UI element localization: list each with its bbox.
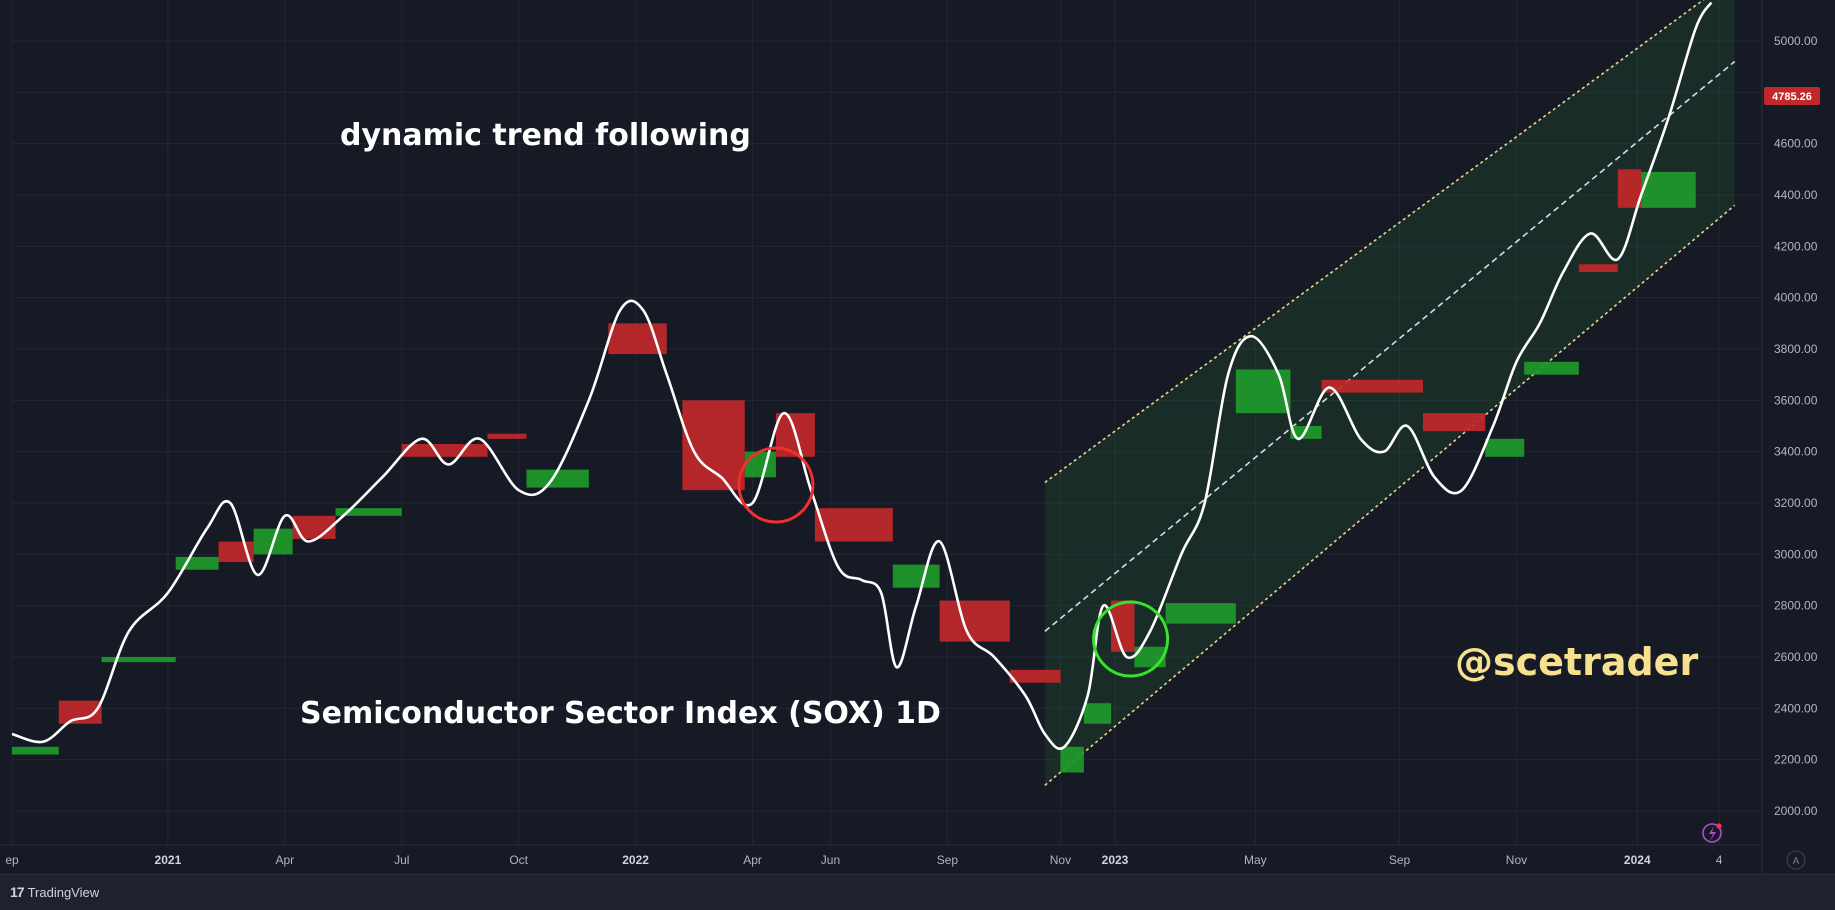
price-line xyxy=(11,1,1713,751)
cloud-segment-red xyxy=(1009,669,1061,683)
x-tick-label: May xyxy=(1244,853,1267,867)
cloud-segment-green xyxy=(744,451,776,478)
y-tick-label: 3600.00 xyxy=(1774,393,1818,407)
y-tick-label: 3400.00 xyxy=(1774,445,1818,459)
cloud-segment-red xyxy=(487,433,527,439)
x-tick-label: 2024 xyxy=(1624,853,1651,867)
footer-bar: 17 TradingView xyxy=(0,874,1835,910)
y-tick-label: 2000.00 xyxy=(1774,804,1818,818)
cloud-segment-red xyxy=(1617,169,1642,208)
cloud-segment-red xyxy=(58,700,102,724)
cloud-segment-green xyxy=(1235,369,1291,414)
x-tick-label: 2023 xyxy=(1102,853,1129,867)
cloud-segment-red xyxy=(1321,379,1423,393)
cloud-segment-green xyxy=(101,657,176,663)
y-tick-label: 4400.00 xyxy=(1774,188,1818,202)
cloud-segment-green xyxy=(1485,438,1525,457)
cloud-segment-red xyxy=(401,443,488,457)
channel-lower-line xyxy=(1044,204,1736,786)
auto-scale-label: A xyxy=(1793,856,1800,867)
cloud-segment-red xyxy=(1422,413,1486,432)
watermark-handle: @scetrader xyxy=(1455,640,1698,684)
x-tick-label: Jun xyxy=(821,853,840,867)
y-tick-label: 4200.00 xyxy=(1774,239,1818,253)
chart-canvas[interactable]: dynamic trend following Semiconductor Se… xyxy=(0,0,1835,874)
x-tick-label: Nov xyxy=(1506,853,1527,867)
price-series xyxy=(11,1,1713,751)
y-tick-label: 2800.00 xyxy=(1774,599,1818,613)
channel-fill xyxy=(1044,0,1735,786)
y-tick-label: 3200.00 xyxy=(1774,496,1818,510)
last-price-label: 4785.26 xyxy=(1772,91,1812,103)
x-tick-label: Apr xyxy=(275,853,294,867)
y-tick-label: 4600.00 xyxy=(1774,137,1818,151)
regression-channel xyxy=(1044,0,1736,786)
cloud-segment-red xyxy=(1578,264,1618,272)
highlight-circle-green xyxy=(1092,600,1170,678)
channel-upper-line xyxy=(1044,0,1705,484)
y-tick-label: 4000.00 xyxy=(1774,291,1818,305)
cloud-segment-green xyxy=(335,508,402,516)
cloud-segment-red xyxy=(939,600,1010,642)
last-price-badge: 4785.26 xyxy=(1764,87,1820,105)
cloud-segment-green xyxy=(12,746,59,755)
y-tick-label: 5000.00 xyxy=(1774,34,1818,48)
subtitle-annotation: dynamic trend following xyxy=(340,118,751,153)
cloud-segment-green xyxy=(1165,603,1236,624)
y-tick-label: 2400.00 xyxy=(1774,701,1818,715)
channel-middle-line xyxy=(1044,60,1736,632)
alert-icon[interactable] xyxy=(1702,823,1722,843)
x-axis: ep 2021 Apr Jul Oct 2022 Apr Jun Sep Nov 2023 May Se… xyxy=(5,853,1722,867)
y-tick-label: 2600.00 xyxy=(1774,650,1818,664)
auto-scale-button[interactable]: A xyxy=(1786,850,1806,870)
cloud-segment-green xyxy=(1641,171,1696,208)
cloud-segment-red xyxy=(814,508,893,542)
cloud-segment-green xyxy=(175,556,219,570)
y-tick-label: 3800.00 xyxy=(1774,342,1818,356)
cloud-segment-green xyxy=(1083,703,1112,724)
cloud-segment-green xyxy=(892,564,940,588)
x-tick-label: Jul xyxy=(394,853,409,867)
tradingview-brand[interactable]: 17 TradingView xyxy=(10,884,99,900)
x-tick-label: 2021 xyxy=(155,853,182,867)
x-tick-label: Sep xyxy=(937,853,959,867)
y-tick-label: 3000.00 xyxy=(1774,547,1818,561)
last-price-badge-bg xyxy=(1764,87,1820,105)
tradingview-brand-label: TradingView xyxy=(27,884,100,900)
highlight-circle-red xyxy=(737,446,815,524)
cloud-segment-green xyxy=(1524,361,1579,375)
title-annotation: Semiconductor Sector Index (SOX) 1D xyxy=(300,696,941,731)
grid xyxy=(0,0,1763,874)
x-tick-label: 2022 xyxy=(622,853,649,867)
x-tick-label: ep xyxy=(5,853,19,867)
cloud-segment-green xyxy=(526,469,589,488)
x-tick-label: Sep xyxy=(1389,853,1411,867)
cloud-segment-red xyxy=(682,400,745,491)
x-tick-label: Apr xyxy=(743,853,762,867)
cloud-segment-green xyxy=(1060,746,1084,773)
y-axis: 5000.004800.004600.004400.004200.004000.… xyxy=(1774,34,1818,818)
x-tick-label: 4 xyxy=(1716,853,1723,867)
tradingview-logo-icon: 17 xyxy=(10,884,25,900)
y-tick-label: 2200.00 xyxy=(1774,753,1818,767)
x-tick-label: Oct xyxy=(509,853,528,867)
highlight-circles xyxy=(737,446,1170,678)
x-tick-label: Nov xyxy=(1050,853,1071,867)
